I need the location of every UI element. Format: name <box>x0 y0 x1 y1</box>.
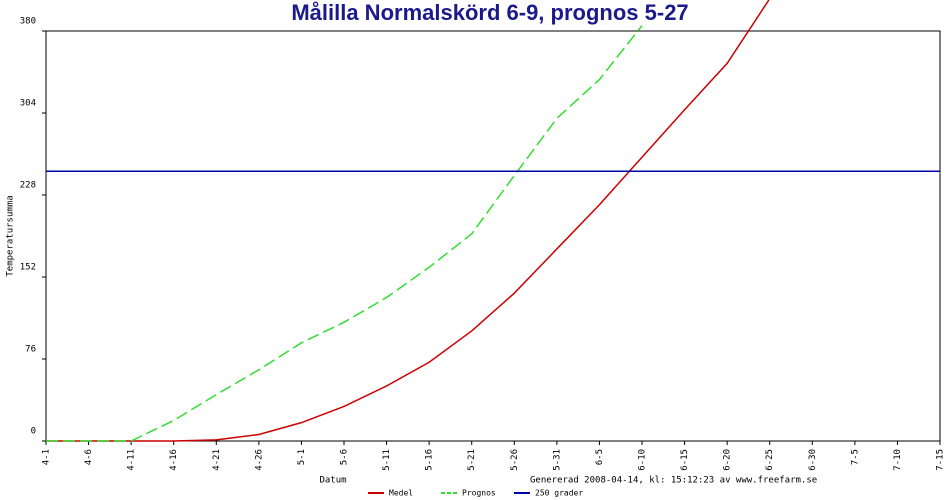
series-line <box>46 0 770 442</box>
y-tick-label: 380 <box>20 17 36 27</box>
legend-label: Medel <box>389 489 413 498</box>
y-tick-label: 152 <box>20 263 36 273</box>
x-tick-label: 4-16 <box>169 449 179 471</box>
x-tick-label: 7-10 <box>893 449 903 471</box>
y-tick-label: 304 <box>20 99 36 109</box>
footer: Genererad 2008-04-14, kl: 15:12:23 av ww… <box>530 476 817 486</box>
x-tick-label: 5-11 <box>382 449 392 471</box>
x-tick-label: 4-21 <box>212 449 222 471</box>
y-tick-label: 228 <box>20 181 36 191</box>
x-tick-label: 5-16 <box>425 449 435 471</box>
x-tick-label: 4-26 <box>254 449 264 471</box>
x-tick-label: 5-31 <box>552 449 562 471</box>
y-axis-label: Temperatursumma <box>6 195 16 276</box>
x-tick-label: 6-25 <box>765 449 775 471</box>
chart-title: Målilla Normalskörd 6-9, prognos 5-27 <box>291 0 688 25</box>
x-tick-label: 6-30 <box>808 449 818 471</box>
x-tick-label: 5-26 <box>510 449 520 471</box>
y-tick-label: 0 <box>31 427 36 437</box>
x-tick-label: 7-15 <box>936 449 946 471</box>
legend-label: 250 grader <box>535 489 583 498</box>
x-tick-label: 6-15 <box>680 449 690 471</box>
y-tick-label: 76 <box>25 345 36 355</box>
x-tick-label: 5-6 <box>340 449 350 465</box>
x-tick-label: 6-5 <box>595 449 605 465</box>
legend-label: Prognos <box>462 489 496 498</box>
x-tick-label: 6-10 <box>638 449 648 471</box>
x-tick-label: 4-1 <box>42 449 52 465</box>
x-tick-label: 4-6 <box>84 449 94 465</box>
x-tick-label: 5-21 <box>467 449 477 471</box>
x-tick-label: 5-1 <box>297 449 307 465</box>
x-tick-label: 7-5 <box>850 449 860 465</box>
x-axis-label: Datum <box>319 476 346 486</box>
x-tick-label: 4-11 <box>127 449 137 471</box>
plot-frame <box>45 30 941 442</box>
x-tick-label: 6-20 <box>723 449 733 471</box>
series-line <box>46 25 643 442</box>
